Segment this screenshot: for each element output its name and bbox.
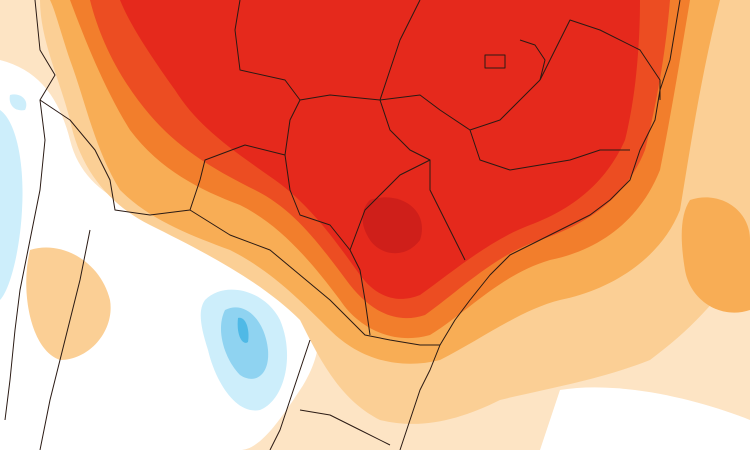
- anomaly-band-1: [26, 247, 111, 360]
- cold-anomaly: [220, 307, 269, 379]
- neutral-zone: [540, 387, 750, 450]
- borders: [4, 0, 681, 450]
- anomaly-band-2: [681, 197, 750, 313]
- cold-anomaly: [237, 317, 249, 343]
- anomaly-peak: [362, 197, 422, 254]
- cold-anomaly: [0, 110, 23, 300]
- anomaly-core: [120, 0, 640, 299]
- cold-anomaly: [9, 94, 27, 111]
